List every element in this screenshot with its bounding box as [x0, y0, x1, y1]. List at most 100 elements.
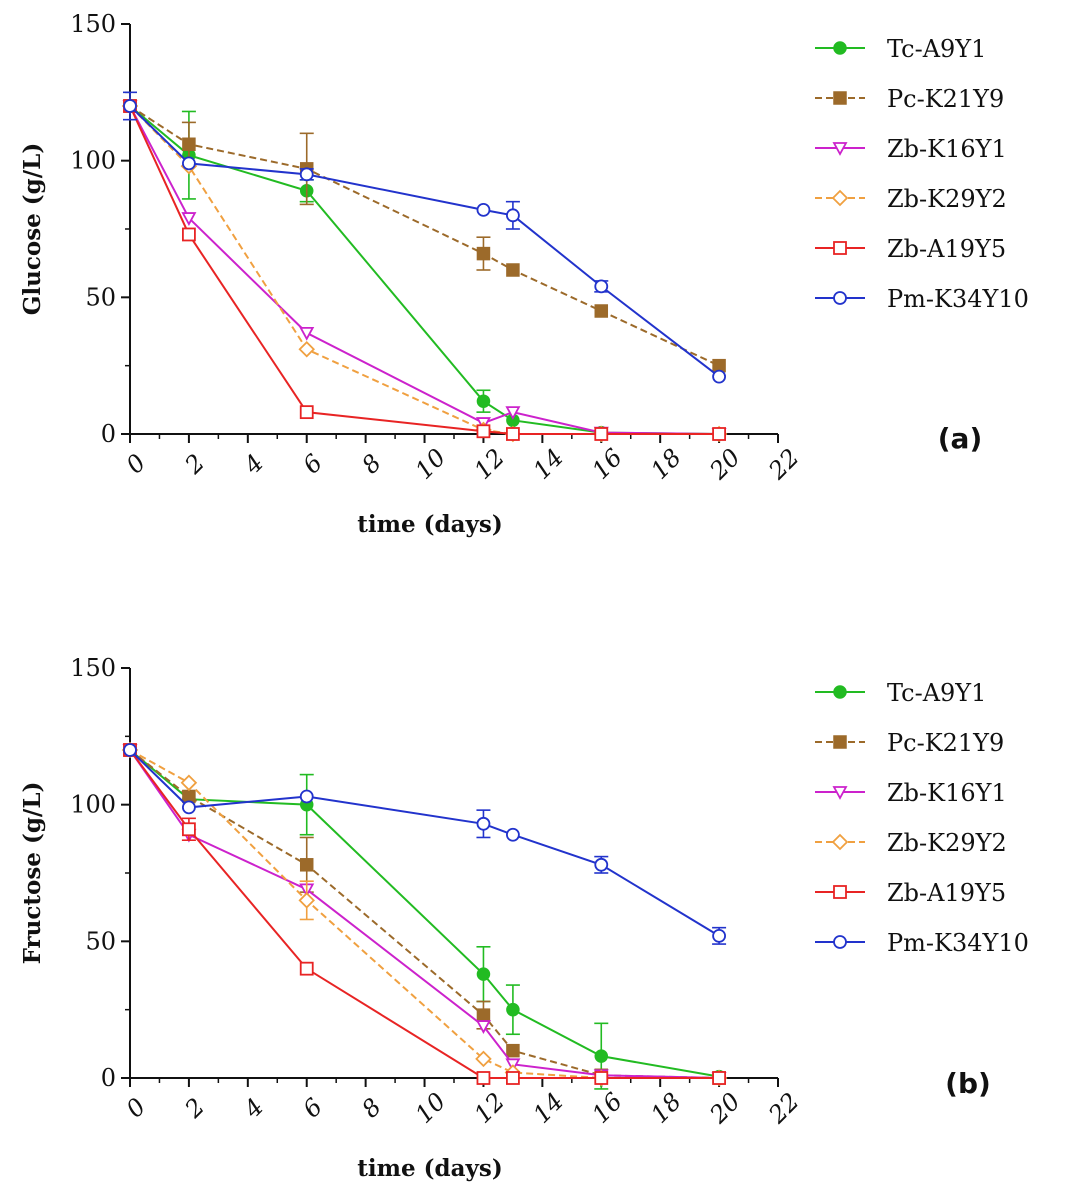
legend-marker [833, 241, 847, 255]
data-point [476, 394, 491, 408]
series-line [129, 105, 720, 435]
legend-marker [833, 885, 847, 899]
series-line [129, 749, 720, 937]
legend-marker [832, 786, 848, 800]
data-point [475, 1050, 492, 1068]
data-point [123, 99, 137, 113]
y-tick-label: 150 [70, 10, 116, 38]
data-point [299, 858, 314, 872]
data-point [180, 774, 198, 792]
legend-label: Zb-A19Y5 [887, 235, 1006, 263]
series-zb-k16y1 [122, 744, 727, 1086]
legend-item: Tc-A9Y1 [815, 679, 986, 707]
data-point [475, 1020, 491, 1034]
data-point [476, 967, 491, 981]
data-point [181, 212, 197, 226]
series-zb-a19y5 [123, 99, 726, 441]
x-tick-label: 22 [763, 443, 805, 485]
y-tick-label: 100 [70, 791, 116, 819]
y-tick-label: 50 [85, 927, 116, 955]
data-point [123, 743, 137, 757]
data-point [594, 427, 609, 441]
data-point [182, 800, 196, 815]
data-point [506, 1071, 520, 1085]
series-line [129, 105, 720, 435]
legend-label: Pc-K21Y9 [887, 729, 1004, 757]
legend-label: Zb-K16Y1 [887, 779, 1007, 807]
series-line [129, 749, 720, 1079]
y-axis-title: Glucose (g/L) [19, 143, 46, 315]
data-point [476, 816, 491, 831]
data-point [594, 304, 609, 318]
y-axis-title: Fructose (g/L) [19, 782, 46, 965]
legend-label: Pm-K34Y10 [887, 929, 1029, 957]
legend-marker [833, 91, 847, 105]
legend-item: Pc-K21Y9 [815, 85, 1004, 113]
data-point [712, 928, 726, 943]
legend-marker [833, 685, 847, 699]
legend-item: Zb-K16Y1 [815, 779, 1007, 807]
series-line [129, 105, 720, 435]
data-point [299, 326, 315, 341]
x-tick-label: 18 [645, 443, 686, 484]
legend-label: Tc-A9Y1 [887, 679, 986, 707]
legend-label: Zb-K29Y2 [887, 185, 1007, 213]
x-tick-label: 22 [763, 1087, 805, 1129]
data-point [182, 227, 196, 242]
x-tick-label: 6 [297, 1093, 328, 1124]
legend-marker [831, 189, 849, 207]
series-zb-a19y5 [123, 743, 726, 1085]
data-point [182, 156, 196, 171]
legend-item: Tc-A9Y1 [815, 35, 986, 63]
x-axis-title: time (days) [357, 1155, 502, 1182]
data-point [299, 167, 314, 182]
data-point [594, 1049, 609, 1063]
data-point [594, 1071, 609, 1085]
series-line [129, 105, 720, 378]
data-point [182, 137, 196, 152]
x-tick-label: 4 [238, 1093, 269, 1124]
x-tick-label: 0 [121, 1093, 152, 1124]
x-tick-label: 18 [645, 1087, 686, 1128]
data-point [299, 405, 314, 420]
panel-label: (a) [938, 422, 983, 455]
data-point [298, 892, 316, 909]
data-point [476, 1008, 491, 1022]
data-point [476, 1071, 491, 1085]
panel-label: (b) [945, 1067, 991, 1100]
series-line [129, 749, 720, 1079]
legend-label: Pc-K21Y9 [887, 85, 1004, 113]
legend-item: Zb-A19Y5 [815, 235, 1006, 263]
y-tick-label: 100 [70, 147, 116, 175]
data-point [506, 427, 520, 441]
data-point [712, 427, 726, 441]
x-tick-label: 14 [528, 1087, 569, 1128]
legend-item: Zb-A19Y5 [815, 879, 1006, 907]
legend-item: Pc-K21Y9 [815, 729, 1004, 757]
x-axis-title: time (days) [357, 511, 502, 538]
data-point [299, 961, 314, 976]
data-point [476, 202, 491, 217]
legend: Tc-A9Y1 Pc-K21Y9 Zb-K16Y1 Zb-K29Y2 Zb-A19Y5 P… [815, 35, 1029, 313]
x-tick-label: 8 [356, 1093, 387, 1124]
x-tick-label: 6 [297, 449, 328, 480]
legend-item: Zb-K16Y1 [815, 135, 1007, 163]
legend-label: Pm-K34Y10 [887, 285, 1029, 313]
x-tick-label: 20 [704, 1087, 746, 1129]
legend-marker [832, 142, 848, 156]
x-tick-label: 14 [528, 443, 569, 484]
data-point [476, 246, 491, 261]
data-point [506, 1002, 520, 1017]
x-tick-label: 10 [410, 443, 451, 484]
legend-marker [833, 735, 847, 749]
series-line [129, 749, 720, 1078]
data-point [506, 827, 520, 842]
legend-marker [833, 41, 847, 55]
legend-marker [831, 833, 849, 851]
data-point [298, 340, 316, 358]
data-point [299, 789, 314, 804]
legend-item: Pm-K34Y10 [815, 929, 1029, 957]
series-tc-a9y1 [123, 99, 726, 441]
